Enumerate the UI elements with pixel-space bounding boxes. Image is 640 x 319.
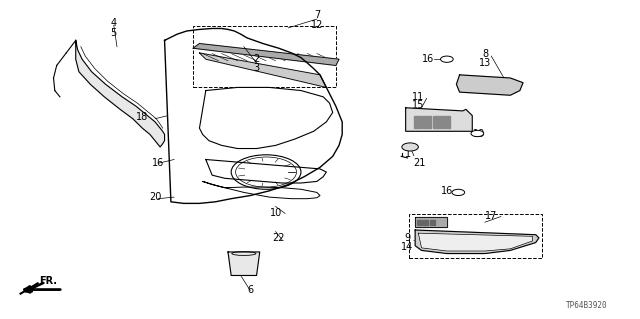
Polygon shape (456, 75, 523, 95)
Circle shape (471, 130, 484, 137)
Text: 16: 16 (422, 54, 434, 64)
Text: 11: 11 (412, 92, 424, 102)
Bar (442, 115, 450, 128)
Text: 10: 10 (269, 208, 282, 218)
Bar (193, 26, 336, 87)
Text: 15: 15 (412, 100, 424, 110)
Polygon shape (76, 41, 164, 147)
Polygon shape (415, 218, 447, 227)
Bar (424, 220, 429, 225)
Polygon shape (406, 108, 472, 131)
Polygon shape (228, 252, 260, 276)
Circle shape (402, 143, 419, 151)
Text: 14: 14 (401, 242, 413, 252)
Text: 5: 5 (111, 27, 117, 38)
Circle shape (452, 189, 465, 196)
Bar (409, 214, 542, 258)
Text: FR.: FR. (40, 277, 58, 286)
Text: 16: 16 (152, 158, 164, 167)
Text: 13: 13 (479, 58, 491, 68)
Polygon shape (419, 233, 532, 251)
Text: 4: 4 (111, 18, 117, 28)
Text: 17: 17 (485, 211, 497, 221)
Text: 20: 20 (149, 192, 161, 202)
Bar (433, 115, 440, 128)
Text: 1: 1 (404, 149, 411, 159)
Text: 19: 19 (472, 130, 484, 139)
Bar (414, 115, 422, 128)
Polygon shape (193, 43, 339, 65)
Text: 21: 21 (413, 158, 426, 167)
Text: 12: 12 (310, 20, 323, 30)
Bar (424, 115, 431, 128)
Text: 8: 8 (482, 49, 488, 60)
Text: 6: 6 (247, 285, 253, 294)
Bar (417, 220, 422, 225)
Text: 3: 3 (253, 63, 260, 73)
Circle shape (440, 56, 453, 62)
Text: 22: 22 (273, 234, 285, 243)
Text: 16: 16 (441, 186, 453, 196)
Bar (429, 220, 435, 225)
Text: 9: 9 (404, 234, 411, 243)
Text: 2: 2 (253, 54, 260, 64)
Text: 18: 18 (136, 112, 148, 122)
Text: TP64B3920: TP64B3920 (566, 301, 607, 310)
Text: 7: 7 (314, 10, 320, 20)
Polygon shape (415, 230, 539, 254)
Polygon shape (200, 53, 326, 87)
